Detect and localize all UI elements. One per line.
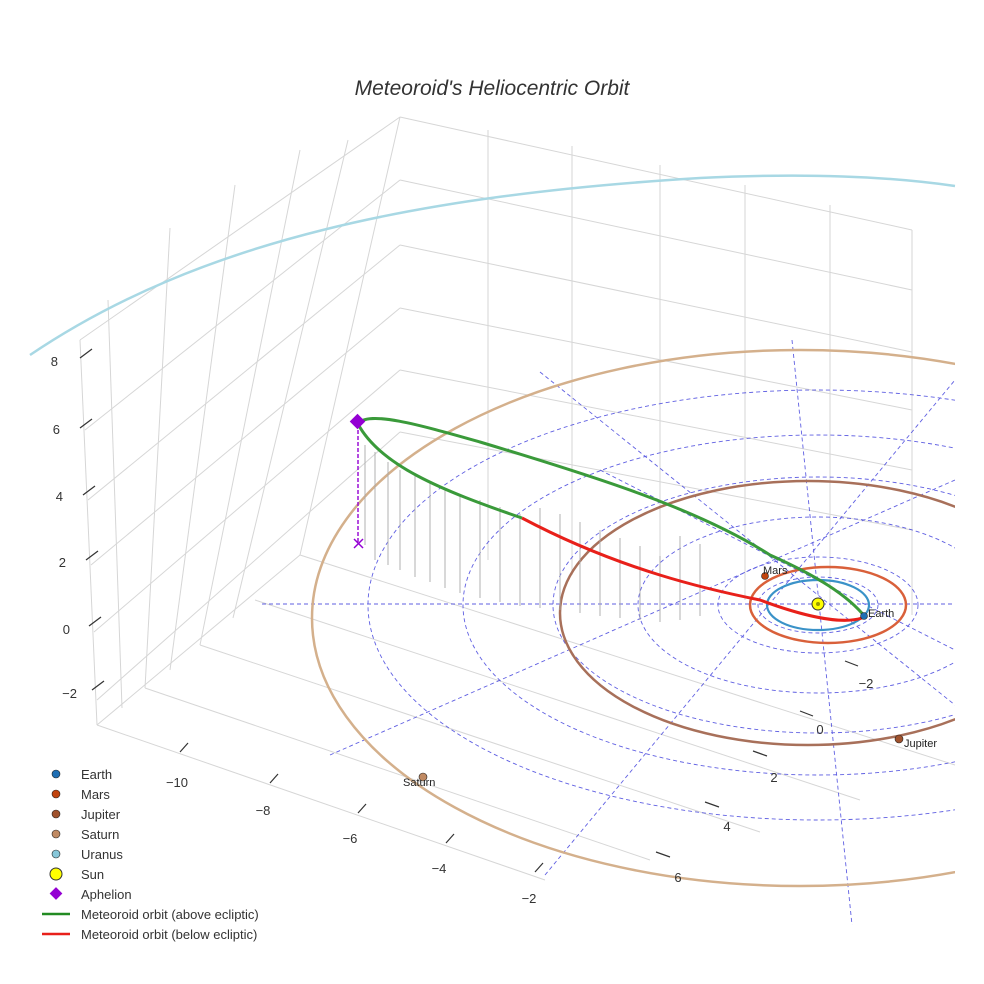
mars-label: Mars	[763, 565, 788, 577]
x-tick: −2	[522, 891, 537, 906]
x-tick: −6	[343, 831, 358, 846]
legend-item-uranus[interactable]: Uranus	[51, 847, 123, 862]
z-tick: 2	[59, 555, 66, 570]
earth-label: Earth	[868, 608, 894, 620]
legend-sun-marker	[49, 867, 63, 881]
aphelion-projection-marker	[353, 538, 364, 549]
y-tick: 2	[770, 770, 777, 785]
y-tick: 6	[674, 870, 681, 885]
legend-label: Meteoroid orbit (below ecliptic)	[81, 927, 257, 942]
legend-label: Sun	[81, 867, 104, 882]
jupiter-label: Jupiter	[904, 738, 937, 750]
legend-label: Meteoroid orbit (above ecliptic)	[81, 907, 259, 922]
y-tick: −2	[859, 676, 874, 691]
projection-lines	[364, 445, 701, 622]
mars-marker	[761, 572, 769, 580]
z-tick: 8	[51, 354, 58, 369]
legend-aphelion-marker	[49, 887, 63, 900]
z-tick: 4	[56, 489, 63, 504]
x-axis: −10 −8 −6 −4 −2	[166, 742, 544, 906]
z-tick: −2	[62, 686, 77, 701]
legend-earth-marker	[51, 769, 61, 779]
saturn-label: Saturn	[403, 777, 435, 789]
legend-label: Saturn	[81, 827, 119, 842]
y-tick: 4	[723, 819, 730, 834]
y-tick: 0	[816, 722, 823, 737]
legend-item-orbit-above[interactable]: Meteoroid orbit (above ecliptic)	[42, 907, 259, 922]
meteoroid-orbit-above	[356, 417, 868, 619]
z-tick: 0	[63, 622, 70, 637]
saturn-marker	[418, 772, 428, 782]
legend-label: Aphelion	[81, 887, 132, 902]
legend-item-jupiter[interactable]: Jupiter	[51, 807, 121, 822]
legend-jupiter-marker	[51, 809, 61, 819]
y-axis: −2 0 2 4 6	[655, 660, 874, 885]
legend-label: Earth	[81, 767, 112, 782]
z-axis: 8 6 4 2 0 −2	[51, 348, 105, 701]
x-tick: −10	[166, 775, 188, 790]
jupiter-marker	[894, 734, 904, 744]
legend-item-mars[interactable]: Mars	[51, 787, 110, 802]
x-tick: −4	[432, 861, 447, 876]
mars-orbit	[748, 565, 908, 645]
x-tick: −8	[256, 803, 271, 818]
legend-item-sun[interactable]: Sun	[49, 867, 104, 882]
legend-uranus-marker	[51, 849, 61, 859]
box-grid	[79, 116, 956, 881]
uranus-orbit	[29, 174, 956, 357]
planet-orbits	[310, 348, 955, 888]
legend-item-orbit-below[interactable]: Meteoroid orbit (below ecliptic)	[42, 927, 257, 942]
sun-core	[816, 602, 820, 606]
z-tick: 6	[53, 422, 60, 437]
meteoroid-orbit-below	[521, 516, 863, 622]
legend-label: Jupiter	[81, 807, 121, 822]
legend-item-saturn[interactable]: Saturn	[51, 827, 119, 842]
legend-item-earth[interactable]: Earth	[51, 767, 112, 782]
saturn-orbit	[310, 348, 955, 888]
legend: Earth Mars Jupiter Saturn Uranus Sun Aph…	[42, 767, 259, 942]
jupiter-orbit	[558, 479, 955, 747]
legend-saturn-marker	[51, 829, 61, 839]
aphelion-marker	[349, 413, 366, 430]
legend-item-aphelion[interactable]: Aphelion	[49, 887, 132, 902]
ecliptic-grid	[262, 339, 955, 926]
legend-mars-marker	[51, 789, 61, 799]
legend-label: Uranus	[81, 847, 123, 862]
legend-label: Mars	[81, 787, 110, 802]
chart-title: Meteoroid's Heliocentric Orbit	[355, 77, 631, 100]
earth-marker	[860, 612, 868, 620]
